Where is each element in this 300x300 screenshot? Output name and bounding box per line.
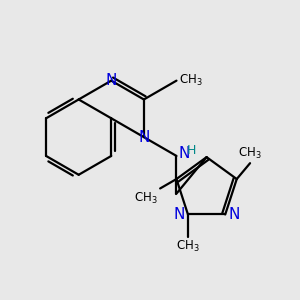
Text: N: N (106, 73, 117, 88)
Text: N: N (178, 146, 190, 161)
Text: CH$_3$: CH$_3$ (134, 190, 158, 206)
Text: N: N (228, 207, 240, 222)
Text: H: H (186, 143, 196, 157)
Text: CH$_3$: CH$_3$ (176, 239, 200, 254)
Text: N: N (174, 207, 185, 222)
Text: CH$_3$: CH$_3$ (179, 73, 203, 88)
Text: N: N (138, 130, 150, 145)
Text: CH$_3$: CH$_3$ (238, 146, 262, 161)
